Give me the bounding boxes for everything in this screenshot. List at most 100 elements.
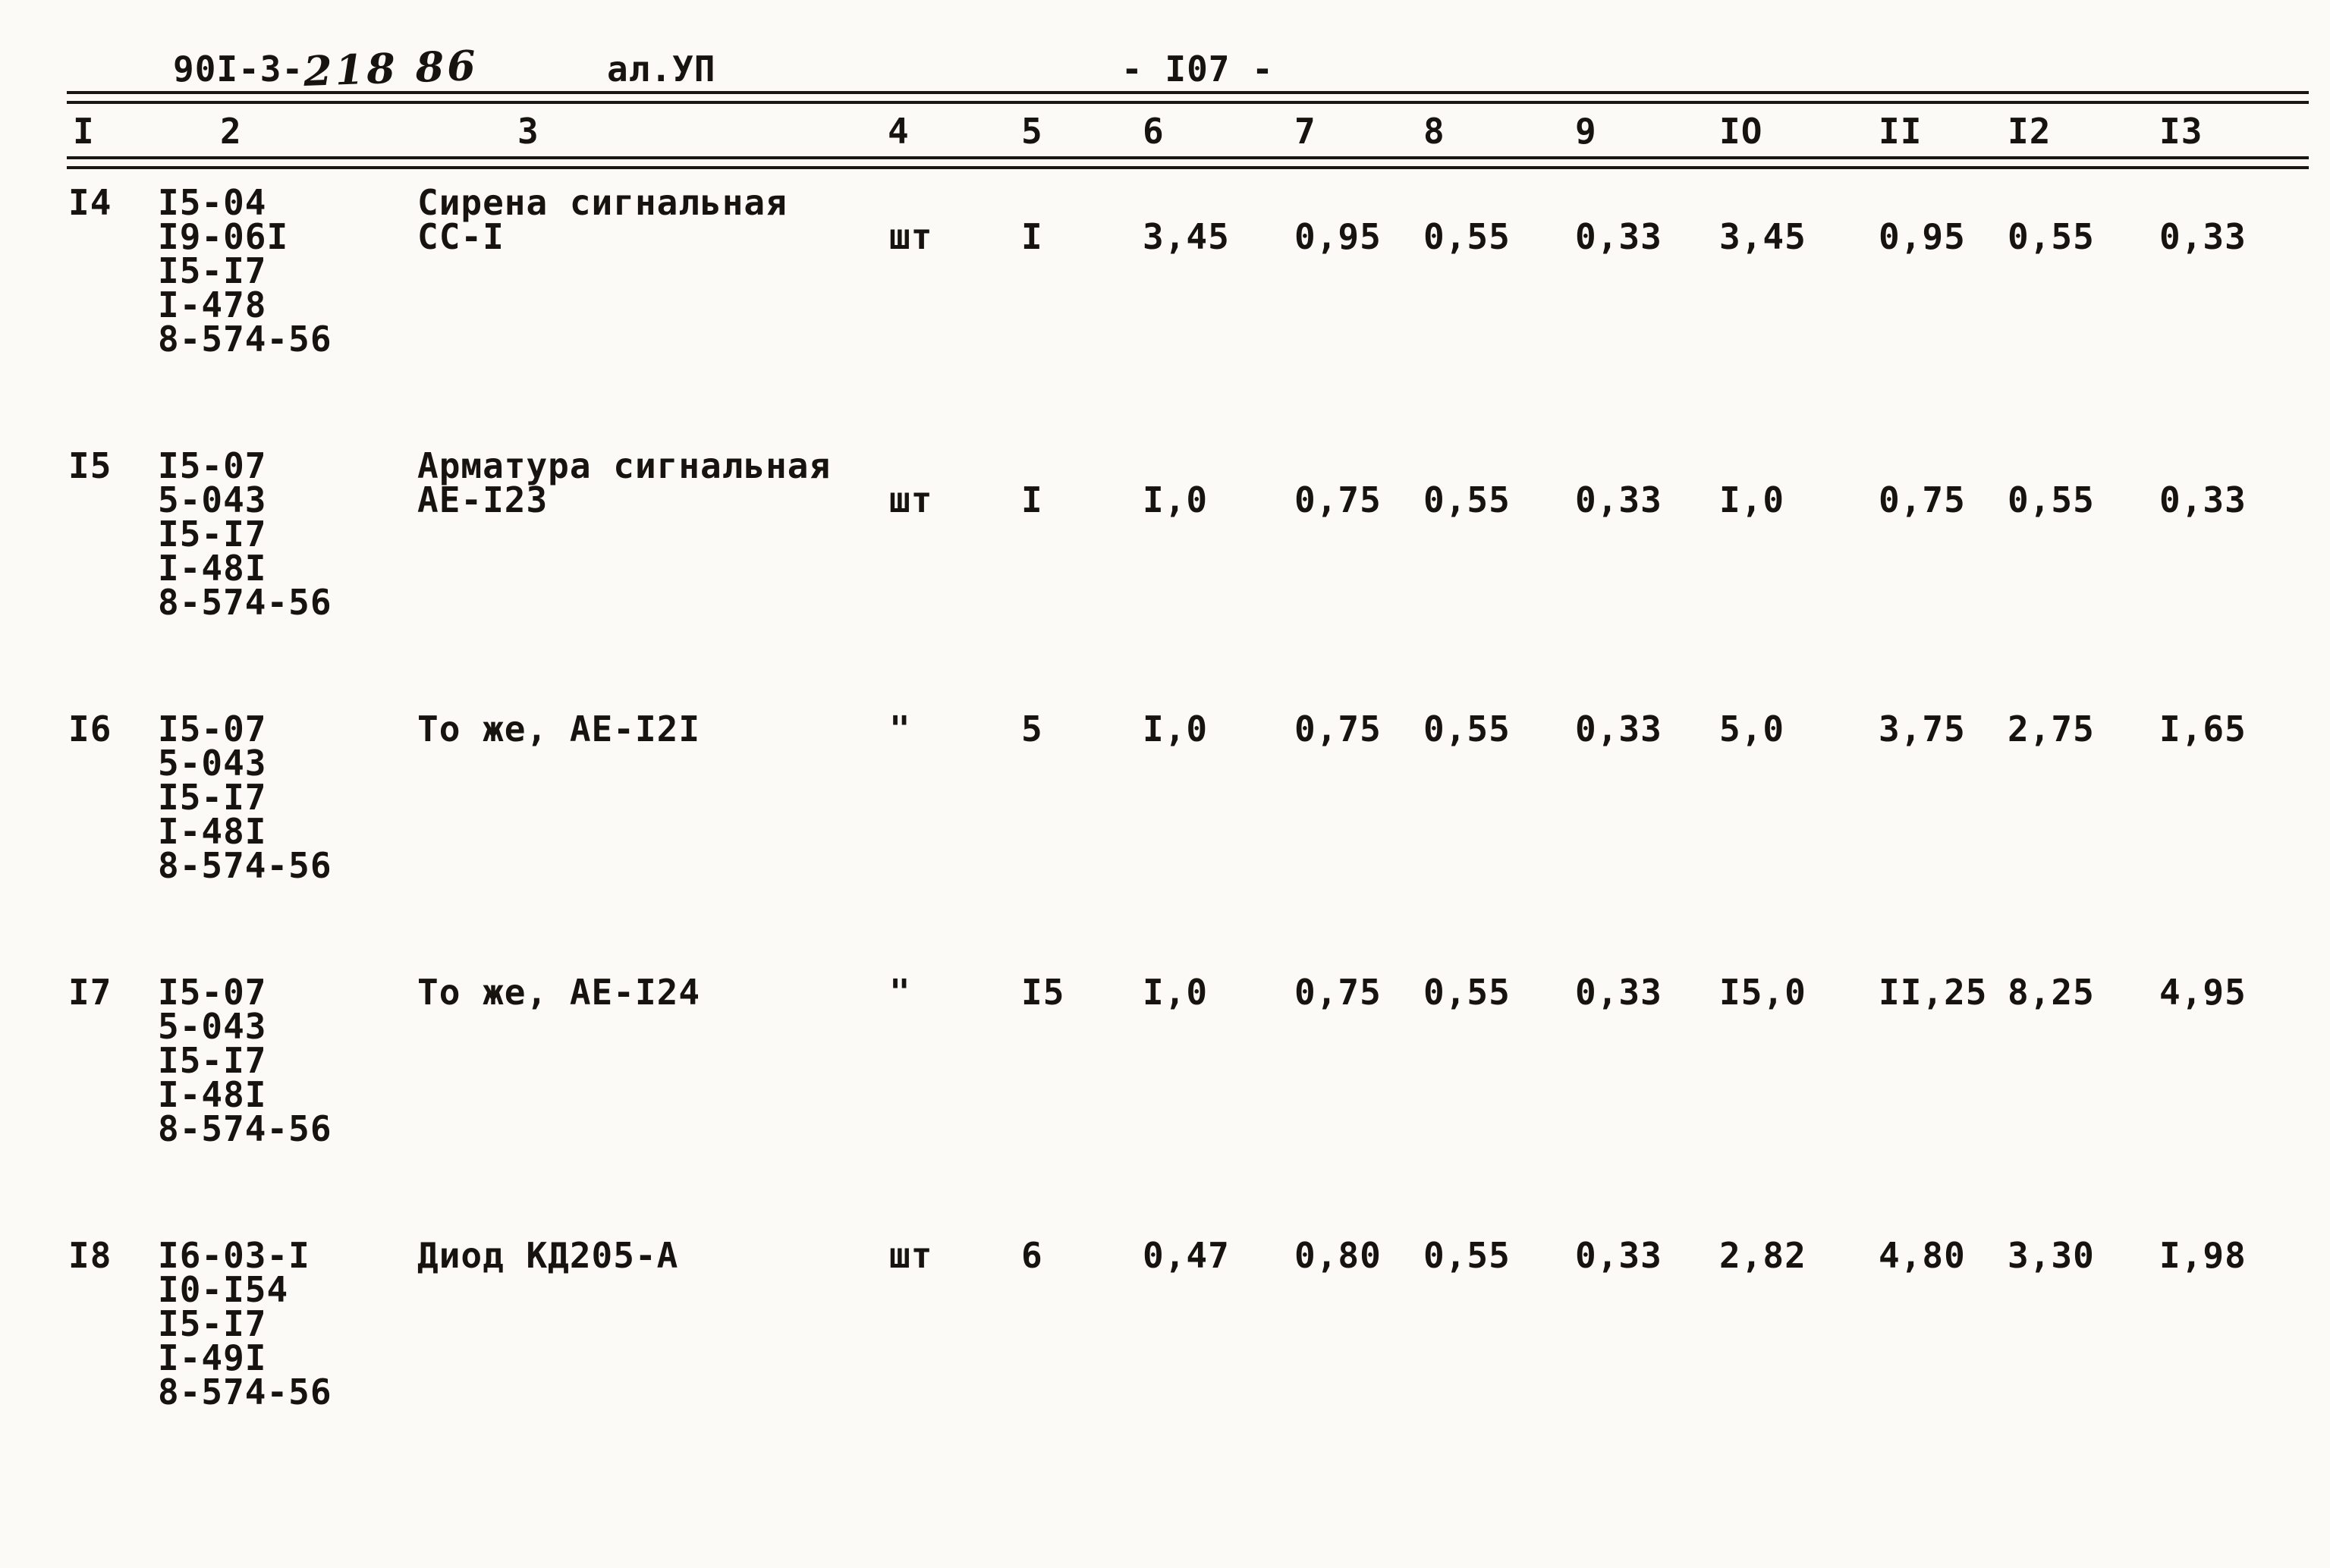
code-line: I5-07 bbox=[158, 445, 267, 486]
table-row: I8 I6-03-I I0-I54 I5-I7 I-49I 8-574-56 Диод КД… bbox=[67, 1235, 2309, 1412]
row-value: I,65 bbox=[2159, 709, 2247, 749]
row-name: Сирена сигнальная СС-I bbox=[417, 185, 888, 257]
table-body: I4 I5-04 I9-06I I5-I7 I-478 8-574-56 Сирена си… bbox=[0, 169, 2330, 1409]
column-header: 6 bbox=[1143, 111, 1165, 152]
row-value: 0,55 bbox=[2008, 479, 2095, 520]
row-value: 0,55 bbox=[1423, 1235, 1511, 1276]
code-line: 8-574-56 bbox=[158, 845, 332, 886]
row-qty: 5 bbox=[1021, 709, 1043, 749]
row-value: 3,30 bbox=[2008, 1235, 2095, 1276]
row-value: 4,95 bbox=[2159, 972, 2247, 1013]
doc-number: 90I-3-218 86 bbox=[173, 40, 480, 96]
name-line: СС-I bbox=[417, 216, 505, 257]
row-value: 5,0 bbox=[1719, 709, 1785, 749]
column-header: 4 bbox=[888, 111, 910, 152]
header-rule-bottom bbox=[67, 156, 2309, 169]
row-value: 0,33 bbox=[1575, 479, 1662, 520]
row-unit: шт bbox=[889, 479, 933, 520]
row-number: I5 bbox=[68, 445, 112, 486]
row-value: 2,82 bbox=[1719, 1235, 1806, 1276]
row-value: 0,55 bbox=[1423, 479, 1511, 520]
doc-number-typed: 90I-3- bbox=[173, 49, 304, 90]
name-line: То же, АЕ-I24 bbox=[417, 972, 701, 1013]
page-number: - I07 - bbox=[1121, 49, 1274, 90]
row-value: 0,55 bbox=[1423, 709, 1511, 749]
row-value: 0,80 bbox=[1294, 1235, 1382, 1276]
code-line: 5-043 bbox=[158, 479, 267, 520]
row-value: 4,80 bbox=[1879, 1235, 1966, 1276]
code-line: I0-I54 bbox=[158, 1269, 289, 1310]
code-line: 5-043 bbox=[158, 1006, 267, 1047]
code-line: I-48I bbox=[158, 548, 267, 589]
column-header: 9 bbox=[1575, 111, 1597, 152]
row-codes: I5-04 I9-06I I5-I7 I-478 8-574-56 bbox=[158, 182, 417, 360]
row-codes: I6-03-I I0-I54 I5-I7 I-49I 8-574-56 bbox=[158, 1235, 417, 1412]
row-codes: I5-07 5-043 I5-I7 I-48I 8-574-56 bbox=[158, 975, 417, 1146]
row-value: 0,75 bbox=[1294, 479, 1382, 520]
code-line: 8-574-56 bbox=[158, 582, 332, 623]
name-line: АЕ-I23 bbox=[417, 479, 549, 520]
row-value: 2,75 bbox=[2008, 709, 2095, 749]
row-name: То же, АЕ-I24 bbox=[417, 972, 888, 1013]
row-value: 0,33 bbox=[1575, 709, 1662, 749]
row-value: 0,33 bbox=[1575, 1235, 1662, 1276]
column-header: 7 bbox=[1294, 111, 1316, 152]
row-name: Диод КД205-А bbox=[417, 1235, 888, 1276]
code-line: I5-I7 bbox=[158, 777, 267, 818]
row-value: I,0 bbox=[1143, 709, 1209, 749]
table-row: I7 I5-07 5-043 I5-I7 I-48I 8-574-56 То же, АЕ-… bbox=[67, 972, 2309, 1146]
row-qty: I5 bbox=[1021, 972, 1065, 1013]
table-row: I5 I5-07 5-043 I5-I7 I-48I 8-574-56 Арматура с… bbox=[67, 445, 2309, 623]
row-value: 8,25 bbox=[2008, 972, 2095, 1013]
row-value: 0,75 bbox=[1294, 709, 1382, 749]
code-line: I9-06I bbox=[158, 216, 289, 257]
name-line: То же, АЕ-I2I bbox=[417, 709, 701, 749]
row-value: 0,55 bbox=[2008, 216, 2095, 257]
column-header: 3 bbox=[517, 111, 539, 152]
column-header-row: I 2 3 4 5 6 7 8 9 IO II I2 I3 bbox=[67, 104, 2309, 156]
row-value: 3,75 bbox=[1879, 709, 1966, 749]
row-value: 0,55 bbox=[1423, 216, 1511, 257]
row-value: 0,95 bbox=[1879, 216, 1966, 257]
header-rule-top bbox=[67, 91, 2309, 104]
row-value: 0,33 bbox=[2159, 216, 2247, 257]
row-value: 0,47 bbox=[1143, 1235, 1230, 1276]
column-header: II bbox=[1879, 111, 1923, 152]
row-number: I4 bbox=[68, 182, 112, 223]
doc-number-handwritten: 218 86 bbox=[303, 40, 480, 96]
code-line: I5-04 bbox=[158, 182, 267, 223]
row-value: 0,75 bbox=[1879, 479, 1966, 520]
row-value: 0,95 bbox=[1294, 216, 1382, 257]
row-value: 3,45 bbox=[1719, 216, 1806, 257]
name-line: Арматура сигнальная bbox=[417, 445, 832, 486]
row-qty: I bbox=[1021, 479, 1043, 520]
code-line: I5-I7 bbox=[158, 250, 267, 291]
row-codes: I5-07 5-043 I5-I7 I-48I 8-574-56 bbox=[158, 445, 417, 623]
code-line: I5-07 bbox=[158, 709, 267, 749]
table-row: I4 I5-04 I9-06I I5-I7 I-478 8-574-56 Сирена си… bbox=[67, 182, 2309, 360]
name-line: Диод КД205-А bbox=[417, 1235, 679, 1276]
column-header: I3 bbox=[2159, 111, 2203, 152]
code-line: I5-I7 bbox=[158, 514, 267, 555]
row-qty: I bbox=[1021, 216, 1043, 257]
row-value: 0,33 bbox=[2159, 479, 2247, 520]
code-line: I-48I bbox=[158, 1074, 267, 1115]
row-name: То же, АЕ-I2I bbox=[417, 712, 888, 746]
row-unit: " bbox=[889, 709, 911, 749]
code-line: 8-574-56 bbox=[158, 319, 332, 360]
code-line: I6-03-I bbox=[158, 1235, 310, 1276]
row-value: 0,33 bbox=[1575, 972, 1662, 1013]
code-line: I5-I7 bbox=[158, 1040, 267, 1081]
row-value: 0,33 bbox=[1575, 216, 1662, 257]
row-number: I8 bbox=[68, 1235, 112, 1276]
row-value: I,98 bbox=[2159, 1235, 2247, 1276]
column-header: I bbox=[73, 111, 95, 152]
row-codes: I5-07 5-043 I5-I7 I-48I 8-574-56 bbox=[158, 712, 417, 883]
row-value: 0,55 bbox=[1423, 972, 1511, 1013]
row-number: I6 bbox=[68, 709, 112, 749]
row-value: 0,75 bbox=[1294, 972, 1382, 1013]
column-header: 8 bbox=[1423, 111, 1445, 152]
column-header: IO bbox=[1719, 111, 1763, 152]
code-line: 8-574-56 bbox=[158, 1372, 332, 1412]
